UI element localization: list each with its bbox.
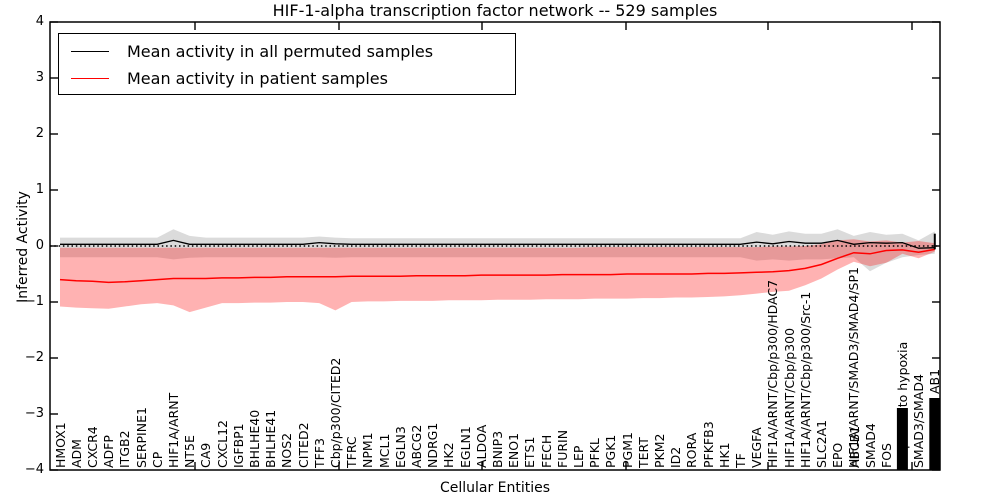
permuted-samples-range-band — [60, 229, 935, 272]
x-tick-label: NOS2 — [279, 432, 295, 468]
x-tick-label: ID2 — [668, 446, 684, 468]
x-tick-label: FOS — [878, 443, 894, 468]
black-line-sample-icon — [71, 50, 109, 52]
x-tick-label: BHLHE40 — [246, 409, 262, 468]
x-tick-label: SMAD4 — [862, 423, 878, 468]
legend-item-permuted: Mean activity in all permuted samples — [59, 39, 433, 63]
x-tick-label: ABCG2 — [408, 424, 424, 468]
x-tick-label: AB1 — [927, 368, 943, 394]
x-tick-label: Cbp/p300/CITED2 — [327, 357, 343, 468]
x-tick-label: CP — [149, 451, 165, 468]
x-tick-label: NPM1 — [360, 432, 376, 468]
x-tick-label: ENO1 — [506, 432, 522, 468]
x-tick-label: EGLN3 — [392, 426, 408, 468]
x-tick-label: EPO — [830, 442, 846, 468]
legend-box: Mean activity in all permuted samples Me… — [58, 33, 516, 95]
x-tick-label: MCL1 — [376, 433, 392, 468]
x-tick-label: TF — [732, 453, 748, 468]
x-tick-label: ADM — [68, 439, 84, 468]
y-axis-title: Inferred Activity — [15, 191, 31, 303]
x-tick-label: HIF1A/ARNT/Cbp/p300/Src-1 — [797, 291, 813, 468]
x-tick-label: SMAD3/SMAD4 — [911, 374, 927, 468]
red-line-sample-icon — [71, 77, 109, 79]
x-axis-title: Cellular Entities — [439, 480, 551, 496]
x-tick-label: NT5E — [182, 435, 198, 468]
x-tick-label: CXCR4 — [84, 426, 100, 468]
x-tick-label: NDRG1 — [425, 422, 441, 468]
x-tick-label: response to hypoxia — [894, 341, 910, 468]
x-tick-label: HIF1A/ARNT — [165, 392, 181, 468]
x-tick-label: TFRC — [344, 436, 360, 468]
x-tick-label: BNIP3 — [489, 430, 505, 468]
legend-label-permuted: Mean activity in all permuted samples — [127, 41, 434, 61]
x-tick-label: PFKFB3 — [700, 421, 716, 468]
x-tick-label: HK2 — [441, 442, 457, 468]
x-tick-label: SLC2A1 — [813, 419, 829, 468]
overlapping-labels-blob — [929, 398, 941, 470]
x-tick-label: TERT — [635, 437, 651, 468]
x-tick-label: BHLHE41 — [263, 409, 279, 468]
x-tick-label: ABCB1 — [847, 425, 863, 468]
x-tick-label: HK1 — [716, 442, 732, 468]
x-tick-label: RORA — [684, 432, 700, 468]
legend-item-patient: Mean activity in patient samples — [59, 66, 388, 90]
y-tick-label: 2 — [35, 126, 44, 141]
legend-label-patient: Mean activity in patient samples — [127, 68, 388, 88]
y-tick-label: 0 — [35, 238, 44, 253]
patient-mean-line — [59, 248, 935, 284]
chart-title: HIF-1-alpha transcription factor network… — [272, 1, 718, 20]
x-tick-label: SERPINE1 — [133, 407, 149, 468]
x-tick-label: FURIN — [554, 429, 570, 468]
x-tick-label: PKM2 — [651, 433, 667, 468]
y-tick-label: −3 — [24, 406, 44, 421]
x-tick-label: HMOX1 — [52, 422, 68, 468]
x-tick-label: EGLN1 — [457, 426, 473, 468]
x-tick-label: PGK1 — [603, 434, 619, 468]
y-tick-label: −2 — [24, 350, 44, 365]
permuted-mean-line — [60, 239, 935, 249]
x-tick-label: FECH — [538, 434, 554, 468]
x-tick-label: CXCL12 — [214, 420, 230, 468]
x-tick-label: PGM1 — [619, 432, 635, 468]
y-tick-label: −1 — [24, 294, 44, 309]
x-tick-label: ITGB2 — [117, 430, 133, 468]
x-tick-label: ADFP — [101, 435, 117, 468]
x-tick-label: CA9 — [198, 442, 214, 468]
x-tick-label: HIF1A/ARNT/Cbp/p300 — [781, 327, 797, 468]
y-tick-label: 3 — [35, 70, 44, 85]
x-tick-label: LEP — [570, 445, 586, 468]
y-tick-label: −4 — [24, 462, 44, 477]
x-tick-label: HIF1A/ARNT/Cbp/p300/HDAC7 — [765, 279, 781, 468]
y-tick-label: 1 — [35, 182, 44, 197]
x-tick-label: CITED2 — [295, 422, 311, 468]
overlapping-labels-blob — [896, 408, 908, 470]
x-tick-label: PFKL — [587, 438, 603, 468]
x-tick-label: ALDOA — [473, 424, 489, 468]
y-tick-label: 4 — [35, 14, 44, 29]
x-tick-label: ETS1 — [522, 436, 538, 468]
x-tick-label: TFF3 — [311, 438, 327, 468]
x-tick-label: VEGFA — [749, 427, 765, 468]
x-tick-label: IGFBP1 — [230, 423, 246, 468]
